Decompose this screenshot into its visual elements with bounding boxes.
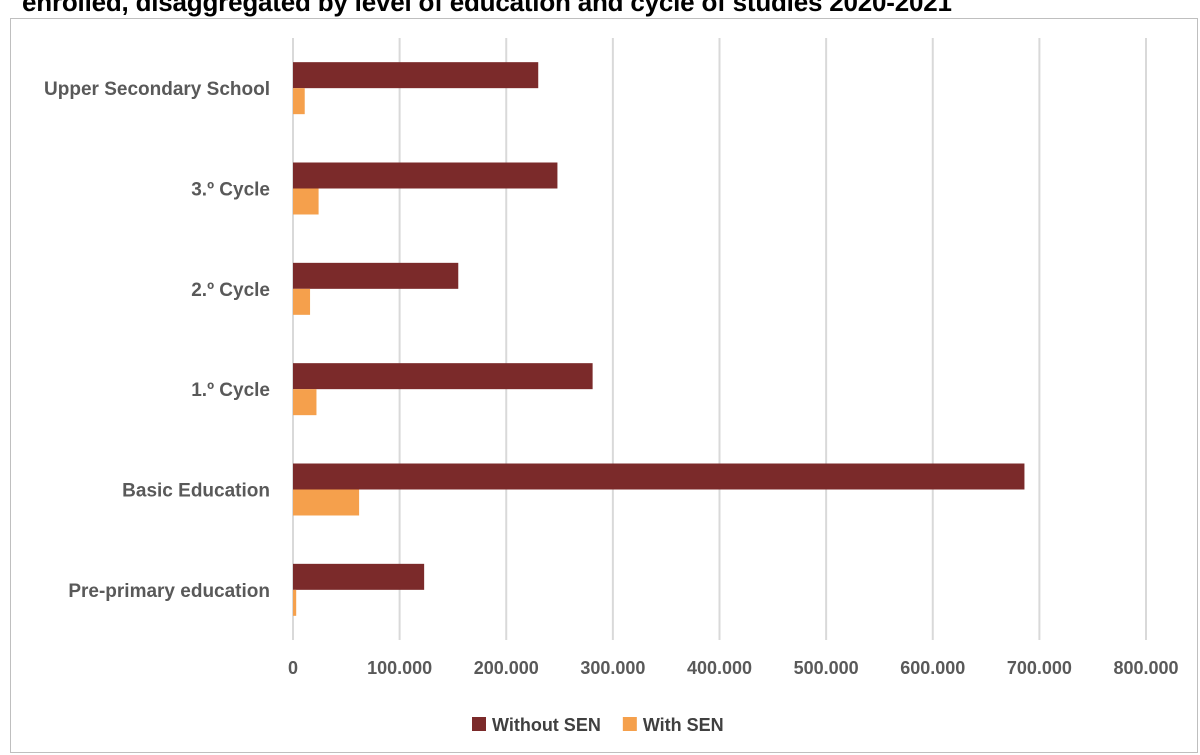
x-tick-label: 400.000 <box>687 658 752 678</box>
legend-label: With SEN <box>643 715 724 735</box>
x-tick-label: 300.000 <box>580 658 645 678</box>
bar-without-sen <box>293 463 1025 490</box>
category-label: 1.º Cycle <box>191 380 270 401</box>
gridlines <box>292 38 1147 640</box>
legend-label: Without SEN <box>492 715 601 735</box>
x-tick-label: 100.000 <box>367 658 432 678</box>
bar-with-sen <box>293 188 319 215</box>
category-label: 2.º Cycle <box>191 280 270 301</box>
category-label: Pre-primary education <box>68 581 270 602</box>
x-tick-label: 700.000 <box>1007 658 1072 678</box>
bar-with-sen <box>293 589 297 616</box>
bar-with-sen <box>293 489 360 516</box>
category-label: Basic Education <box>122 481 270 502</box>
legend-swatch <box>622 717 637 731</box>
x-tick-label: 0 <box>288 658 298 678</box>
x-tick-label: 500.000 <box>794 658 859 678</box>
bars <box>293 62 1025 616</box>
legend: Without SEN With SEN <box>472 715 724 735</box>
x-tick-label: 600.000 <box>900 658 965 678</box>
bar-without-sen <box>293 262 459 289</box>
bar-with-sen <box>293 88 305 115</box>
bar-without-sen <box>293 363 593 390</box>
bar-without-sen <box>293 62 539 89</box>
bar-without-sen <box>293 563 425 590</box>
bar-without-sen <box>293 162 558 189</box>
x-tick-label: 200.000 <box>474 658 539 678</box>
x-tick-label: 800.000 <box>1113 658 1178 678</box>
category-labels: Pre-primary education Basic Education 1.º … <box>44 79 270 602</box>
bar-with-sen <box>293 288 311 315</box>
legend-swatch <box>472 717 486 731</box>
page-title: enrolled, disaggregated by level of educ… <box>22 0 952 17</box>
category-label: 3.º Cycle <box>191 180 270 201</box>
category-label: Upper Secondary School <box>44 79 270 100</box>
bar-with-sen <box>293 389 317 416</box>
x-tick-labels: 0 100.000 200.000 300.000 400.000 500.000 600.… <box>288 658 1179 678</box>
chart-frame <box>10 18 1198 753</box>
